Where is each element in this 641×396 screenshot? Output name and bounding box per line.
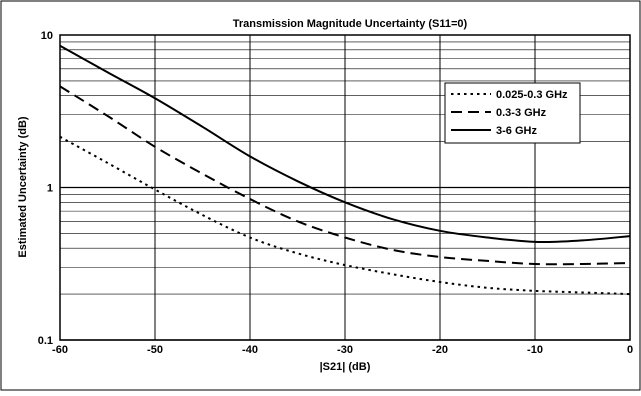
x-tick-label: -30 (337, 344, 353, 356)
legend-label-0: 0.025-0.3 GHz (496, 89, 568, 101)
x-tick-labels: -60 -50 -40 -30 -20 -10 0 (52, 344, 633, 356)
x-tick-label: 0 (627, 344, 633, 356)
x-tick-label: -60 (52, 344, 68, 356)
legend-label-2: 3-6 GHz (496, 125, 537, 137)
series-line-2 (59, 44, 631, 244)
y-axis-label: Estimated Uncertainty (dB) (17, 116, 29, 258)
y-tick-label: 10 (41, 30, 53, 42)
chart-title: Transmission Magnitude Uncertainty (S11=… (233, 18, 468, 30)
x-tick-label: -20 (432, 344, 448, 356)
series-line-0 (59, 135, 631, 296)
legend-label-1: 0.3-3 GHz (496, 107, 547, 119)
plot-area-border (59, 34, 631, 341)
x-tick-label: -10 (527, 344, 543, 356)
y-tick-labels: 0.1 1 10 (38, 30, 53, 347)
y-tick-label: 1 (47, 183, 53, 195)
x-axis-label: |S21| (dB) (320, 361, 371, 373)
x-tick-label: -50 (147, 344, 163, 356)
x-tick-label: -40 (242, 344, 258, 356)
grid-lines (59, 35, 631, 341)
legend-box (444, 82, 581, 144)
legend: 0.025-0.3 GHz 0.3-3 GHz 3-6 GHz (444, 82, 581, 144)
y-tick-label: 0.1 (38, 335, 53, 347)
series-lines (59, 44, 631, 296)
series-line-1 (59, 85, 631, 266)
